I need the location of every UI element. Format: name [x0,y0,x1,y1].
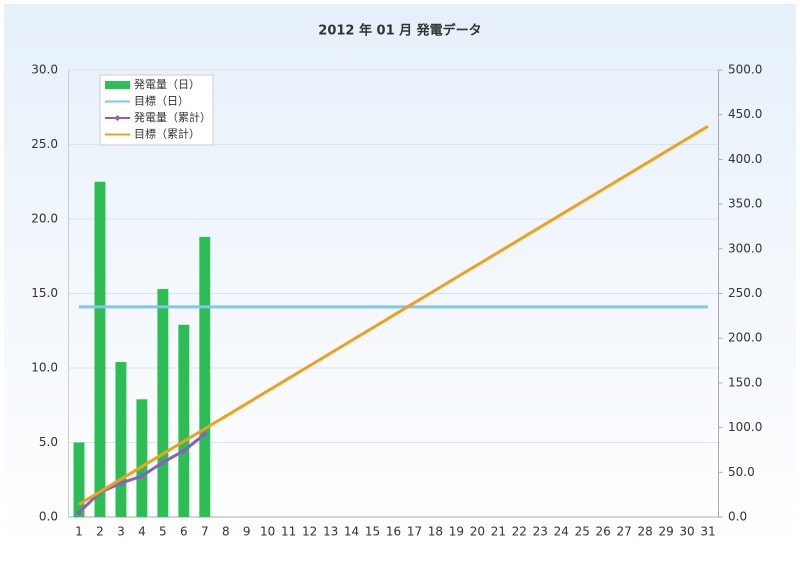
bar [73,442,85,517]
legend-label: 発電量（日） [134,77,200,91]
x-tick-label: 4 [138,525,146,539]
y-tick-label: 15.0 [31,286,58,300]
marker [201,431,208,438]
x-tick-label: 7 [201,525,209,539]
x-tick-label: 3 [117,525,125,539]
y2-tick-label: 250.0 [728,286,762,300]
bar [115,362,127,517]
x-tick-label: 5 [159,525,167,539]
x-tick-label: 30 [679,525,694,539]
x-tick-label: 21 [491,525,506,539]
y2-tick-label: 0.0 [728,510,747,524]
line [78,124,709,506]
x-tick-label: 1 [75,525,83,539]
y2-tick-label: 500.0 [728,63,762,77]
x-tick-label: 6 [180,525,188,539]
legend-label: 発電量（累計） [134,110,211,124]
x-tick-label: 19 [449,525,464,539]
x-tick-label: 28 [637,525,652,539]
y-tick-label: 10.0 [31,361,58,375]
x-tick-label: 11 [281,525,296,539]
marker [159,459,166,466]
x-tick-label: 2 [96,525,104,539]
y2-tick-label: 100.0 [728,420,762,434]
bar [157,289,169,517]
x-tick-label: 15 [365,525,380,539]
y2-tick-label: 450.0 [728,107,762,121]
x-tick-label: 26 [596,525,611,539]
bar [94,181,106,517]
x-tick-label: 29 [658,525,673,539]
marker [180,447,187,454]
x-tick-label: 14 [344,525,359,539]
legend-label: 目標（日） [134,94,189,108]
x-tick-label: 16 [386,525,401,539]
x-tick-label: 8 [222,525,230,539]
x-tick-label: 25 [575,525,590,539]
x-tick-label: 22 [512,525,527,539]
legend-marker [114,115,121,121]
y2-tick-label: 50.0 [728,465,755,479]
y-tick-label: 25.0 [31,137,58,151]
y-tick-label: 0.0 [39,510,58,524]
marker [75,509,82,516]
legend-label: 目標（累計） [134,127,200,141]
x-tick-label: 9 [243,525,251,539]
x-tick-label: 31 [700,525,715,539]
bar [136,399,148,517]
y2-tick-label: 400.0 [728,152,762,166]
x-tick-label: 27 [617,525,632,539]
x-tick-label: 20 [470,525,485,539]
y2-tick-label: 200.0 [728,331,762,345]
x-tick-label: 18 [428,525,443,539]
bar [199,236,211,517]
y2-tick-label: 350.0 [728,197,762,211]
x-tick-label: 23 [533,525,548,539]
x-tick-label: 10 [260,525,275,539]
x-tick-label: 12 [302,525,317,539]
y-tick-label: 20.0 [31,212,58,226]
chart-title: 2012 年 01 月 発電データ [318,23,481,39]
x-tick-label: 13 [323,525,338,539]
y-tick-label: 5.0 [39,435,58,449]
x-tick-label: 17 [407,525,422,539]
y2-tick-label: 300.0 [728,241,762,255]
legend-swatch [105,81,130,89]
bar [178,324,190,517]
marker [138,473,145,480]
x-tick-label: 24 [554,525,569,539]
y2-tick-label: 150.0 [728,375,762,389]
y-tick-label: 30.0 [31,63,58,77]
